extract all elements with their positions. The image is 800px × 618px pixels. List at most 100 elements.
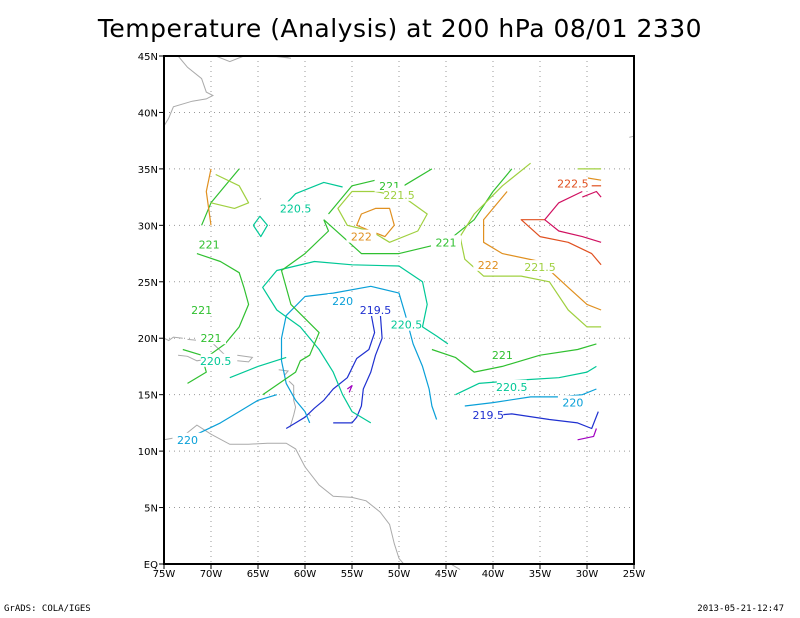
coastlines [163, 55, 635, 571]
contour-label: 219.5 [473, 409, 505, 422]
contour-line-221-5 [459, 162, 602, 328]
footer-timestamp: 2013-05-21-12:47 [697, 604, 784, 614]
contour-line-220-5 [262, 260, 449, 424]
contour-label-bg [194, 237, 225, 251]
contour-line-223 [582, 190, 602, 198]
contour-label-bg [280, 201, 311, 215]
contour-line-220 [280, 285, 438, 424]
x-tick-label: 50W [388, 569, 411, 580]
contour-line-223 [544, 190, 602, 243]
grid-lines [164, 56, 634, 564]
coastline-segment [163, 424, 405, 565]
contour-label-bg [391, 317, 422, 331]
contour-lines [182, 162, 602, 441]
y-tick-label: 45N [138, 52, 158, 63]
contour-label-bg [327, 293, 358, 307]
contour-line-220-5 [281, 181, 343, 209]
contour-label: 221.5 [524, 261, 556, 274]
footer-credit: GrADS: COLA/IGES [4, 604, 91, 614]
x-tick-label: 35W [529, 569, 552, 580]
chart-title: Temperature (Analysis) at 200 hPa 08/01 … [97, 14, 703, 43]
y-tick-label: 40N [138, 108, 158, 119]
x-tick-label: 75W [153, 569, 176, 580]
contour-line-222 [205, 168, 212, 226]
contour-line-220-5 [455, 365, 597, 396]
contour-label: 220 [177, 434, 198, 447]
y-axis-ticks: EQ 5N 10N 15N 20N 25N 30N 35N 40N 45N [138, 52, 164, 571]
contour-label: 221 [492, 349, 513, 362]
contour-line-222 [483, 191, 602, 311]
contour-label-bg [557, 395, 588, 409]
contour-label: 221 [199, 239, 220, 252]
contour-label: 222 [351, 231, 372, 244]
contour-label: 220.5 [391, 319, 423, 332]
y-tick-label: 15N [138, 391, 158, 402]
contour-line-219 [346, 385, 353, 393]
y-tick-label: 30N [138, 221, 158, 232]
y-tick-label: 10N [138, 447, 158, 458]
contour-labels: 219.5 219.5 220 220 220 220.5 220.5 220.5 220.5 2… [172, 176, 589, 447]
contour-label: 221 [191, 304, 212, 317]
contour-line-222-5 [520, 219, 602, 266]
contour-label-bg [186, 303, 217, 316]
contour-label-bg [172, 432, 203, 446]
contour-label: 222 [478, 259, 499, 272]
contour-line-221 [196, 253, 250, 362]
contour-label-bg [384, 187, 414, 201]
x-axis-ticks: 75W 70W 65W 60W 55W 50W 45W 40W 35W 30W 25W [153, 564, 646, 580]
y-tick-label: 20N [138, 334, 158, 345]
contour-line-219-5 [285, 312, 376, 430]
coastline-segment [215, 55, 245, 63]
x-tick-label: 45W [435, 569, 458, 580]
contour-label: 219.5 [360, 304, 392, 317]
coastline-segment [163, 55, 214, 127]
coastline-segment [259, 197, 262, 200]
contour-line-220 [196, 394, 277, 435]
contour-line-219-5 [333, 312, 383, 424]
x-tick-label: 65W [247, 569, 270, 580]
contour-line-221 [262, 219, 330, 396]
y-tick-label: 35N [138, 165, 158, 176]
contour-label-bg [360, 303, 391, 316]
contour-label: 221 [201, 332, 222, 345]
contour-label-bg [346, 229, 377, 243]
contour-line-220-5 [229, 356, 287, 379]
contour-label: 221 [436, 236, 457, 249]
contour-line-219-5 [474, 411, 599, 430]
contour-label: 220 [332, 295, 353, 308]
contour-line-221 [201, 168, 240, 226]
contour-label-bg [557, 176, 588, 190]
contour-label-bg [487, 348, 518, 362]
contour-label-bg [525, 260, 555, 274]
contour-label-bg [431, 235, 461, 249]
x-tick-label: 25W [623, 569, 646, 580]
x-tick-label: 70W [200, 569, 223, 580]
contour-label: 220.5 [200, 355, 232, 368]
coastline-segment [278, 369, 290, 376]
contour-line-221-5 [210, 173, 250, 209]
coastline-segment [288, 380, 297, 428]
coastline-segment [163, 336, 183, 342]
coastline-segment [308, 413, 311, 417]
contour-line-221 [431, 343, 597, 373]
contour-label-bg [473, 407, 504, 421]
plot-frame [163, 55, 635, 565]
x-tick-label: 60W [294, 569, 317, 580]
contour-label: 222.5 [557, 178, 589, 191]
x-tick-label: 40W [482, 569, 505, 580]
y-tick-label: 25N [138, 278, 158, 289]
contour-label-bg [196, 331, 226, 345]
contour-label: 220.5 [496, 381, 528, 394]
contour-label: 220 [562, 397, 583, 410]
contour-line-220-5 [252, 215, 268, 238]
y-tick-label: 5N [144, 504, 158, 515]
contour-label-bg [473, 257, 504, 271]
contour-label-bg [496, 379, 527, 393]
contour-line-219 [577, 428, 597, 441]
x-tick-label: 55W [341, 569, 364, 580]
contour-label: 220.5 [280, 202, 312, 215]
contour-line-220 [464, 388, 597, 407]
contour-line-222 [356, 207, 395, 238]
y-tick-label: EQ [144, 560, 158, 571]
